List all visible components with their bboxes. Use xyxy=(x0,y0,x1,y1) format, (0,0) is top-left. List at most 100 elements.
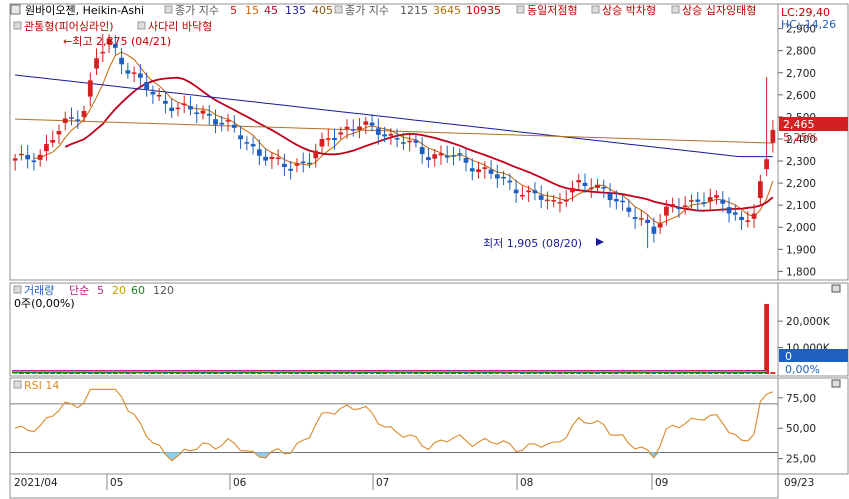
candle-body xyxy=(300,161,306,164)
volume-bar xyxy=(507,372,513,374)
volume-bar xyxy=(50,372,56,374)
date-label: 2021/04 xyxy=(14,477,58,489)
candle-body xyxy=(613,198,619,202)
ma-line-mid xyxy=(64,76,774,212)
candle-body xyxy=(664,206,669,216)
candle-body xyxy=(407,140,413,143)
volume-layer xyxy=(12,303,776,374)
pattern-toggle-icon[interactable] xyxy=(516,5,525,14)
volume-bar xyxy=(432,372,438,374)
candle-body xyxy=(726,207,732,214)
ma-long-label: 종가 지수 xyxy=(345,4,389,17)
volume-close-icon[interactable] xyxy=(831,284,841,293)
volume-bar xyxy=(451,372,456,374)
pattern-label-3: 상승 십자잉태형 xyxy=(682,4,756,17)
candle-body xyxy=(682,205,688,207)
candle-body xyxy=(200,110,206,114)
candle-body xyxy=(394,138,400,140)
volume-bar xyxy=(476,372,481,374)
volume-bar xyxy=(682,372,688,374)
candle-body xyxy=(12,158,18,161)
volume-bar xyxy=(307,372,312,374)
date-label: 06 xyxy=(233,477,247,489)
candle-body xyxy=(313,150,319,159)
volume-bar xyxy=(238,372,243,374)
volume-bar xyxy=(513,373,519,374)
volume-bar xyxy=(344,372,350,374)
candle-body xyxy=(582,182,588,187)
hc-readout: HC:-14,26 xyxy=(781,18,836,31)
candle-body xyxy=(426,157,431,161)
candle-body xyxy=(751,213,757,219)
volume-bar xyxy=(557,372,563,374)
ma-toggle-icon[interactable] xyxy=(164,5,173,14)
candle-body xyxy=(225,120,231,122)
header-box-icon[interactable] xyxy=(10,4,21,15)
rsi-close-icon[interactable] xyxy=(831,379,841,388)
candle-body xyxy=(188,106,193,110)
candle-body xyxy=(231,124,237,128)
candle-body xyxy=(175,107,181,110)
price-tick-label: 1,800 xyxy=(786,266,816,278)
volume-bar xyxy=(181,372,187,374)
candle-body xyxy=(56,131,62,135)
volume-bar xyxy=(382,372,387,374)
price-tick-label: 2,300 xyxy=(786,156,816,168)
candle-body xyxy=(325,138,331,140)
candle-body xyxy=(469,168,475,172)
candle-body xyxy=(25,154,31,160)
chart-title: 원바이오젠, Heikin-Ashi xyxy=(25,4,144,17)
pattern-toggle-icon-3[interactable] xyxy=(671,5,680,14)
price-tick-label: 2,100 xyxy=(786,200,816,212)
candle-body xyxy=(263,156,269,161)
volume-bar xyxy=(701,372,707,374)
rsi-tick-label: 50,00 xyxy=(786,423,816,435)
candle-body xyxy=(626,207,632,212)
pattern-toggle-icon-2[interactable] xyxy=(591,5,600,14)
ma5-label: 5 xyxy=(230,4,237,17)
sub-pattern-toggle-icon-2[interactable] xyxy=(137,21,146,30)
ma-long-toggle-icon[interactable] xyxy=(334,5,343,14)
volume-ma5: 5 xyxy=(97,284,104,297)
price-tick-label: 2,200 xyxy=(786,178,816,190)
volume-bar xyxy=(626,372,632,374)
price-tick-label: 2,900 xyxy=(786,24,816,36)
high-annotation: ←최고 2,875 (04/21) xyxy=(63,35,171,48)
candle-body xyxy=(545,199,550,202)
ma-label: 종가 지수 xyxy=(175,4,219,17)
candle-body xyxy=(557,202,563,204)
price-tick-label: 2,400 xyxy=(786,134,816,146)
candle-body xyxy=(332,137,337,140)
candle-body xyxy=(413,140,419,143)
current-price-badge xyxy=(779,117,848,131)
volume-bar xyxy=(438,372,444,374)
candle-body xyxy=(638,218,644,220)
volume-bar xyxy=(463,372,469,374)
rsi-line xyxy=(14,388,774,462)
volume-bar xyxy=(426,372,431,374)
volume-bar xyxy=(106,372,112,374)
volume-bar xyxy=(188,372,193,374)
volume-bar xyxy=(664,372,669,374)
volume-bar xyxy=(357,372,362,374)
price-change: 5,25% xyxy=(783,131,818,144)
candle-body xyxy=(538,195,544,200)
volume-bar xyxy=(651,372,657,374)
volume-bar xyxy=(588,372,594,374)
volume-ma-label: 단순 xyxy=(69,284,89,297)
current-volume-pct: 0,00% xyxy=(785,363,820,376)
rsi-toggle-icon[interactable] xyxy=(13,380,22,389)
volume-tick-label: 20,000K xyxy=(786,316,831,328)
volume-bar xyxy=(532,373,538,374)
candle-body xyxy=(213,119,218,125)
sub-pattern-toggle-icon[interactable] xyxy=(13,21,22,30)
volume-toggle-icon[interactable] xyxy=(13,285,22,294)
candle-body xyxy=(695,199,701,202)
candle-body xyxy=(307,162,312,165)
candle-body xyxy=(150,91,156,95)
candle-body xyxy=(513,189,519,194)
volume-bar xyxy=(200,372,206,374)
volume-bar xyxy=(269,372,275,374)
candle-body xyxy=(357,126,362,130)
volume-bar xyxy=(519,372,525,374)
